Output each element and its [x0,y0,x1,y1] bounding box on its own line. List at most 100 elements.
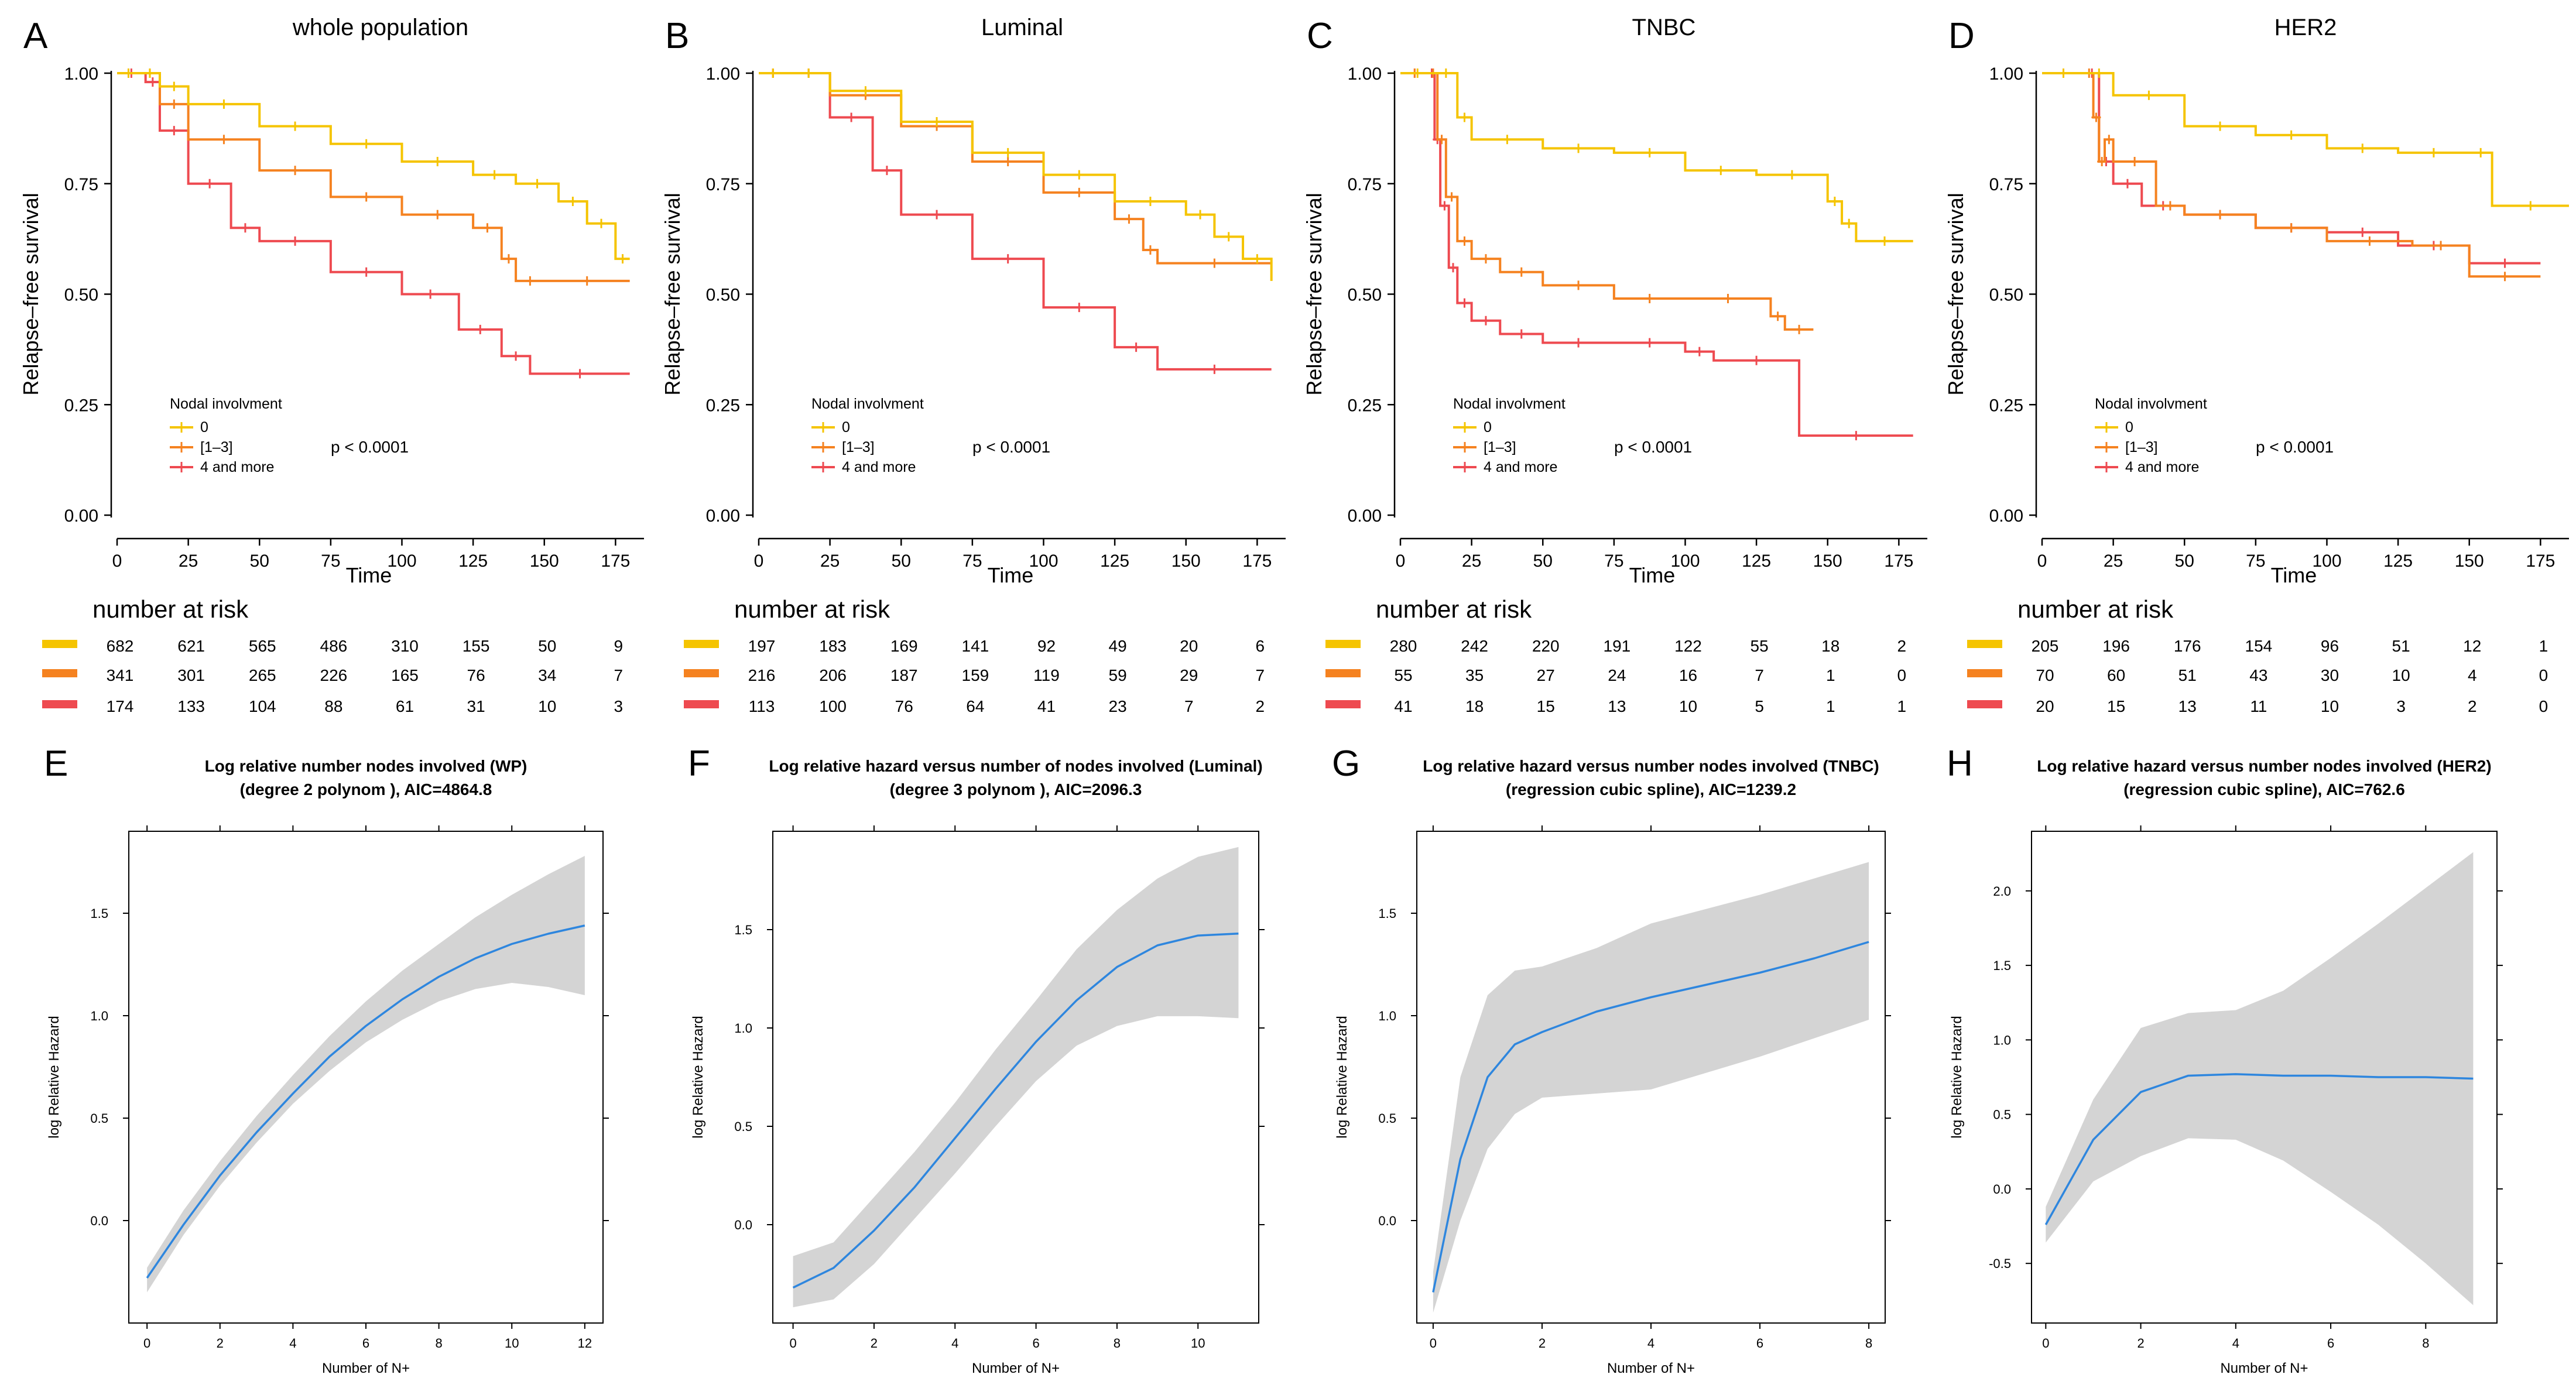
x-tick-label: 6 [1756,1336,1763,1351]
km-curve-1 [759,72,1272,265]
km-curve-1 [1400,72,1814,331]
y-tick-label: 0.5 [1993,1108,2011,1122]
x-tick-label: 50 [2175,551,2194,571]
censor-mark [361,139,371,149]
censor-mark [169,126,179,136]
risk-count: 92 [1037,637,1056,655]
km-curve-2 [1400,72,1913,437]
censor-mark [124,68,133,78]
censor-mark [290,236,300,246]
censor-mark [1224,232,1234,242]
y-tick-label: 1.5 [1378,906,1396,921]
x-tick-label: 150 [1171,551,1201,571]
censor-mark [1716,166,1726,176]
risk-count: 119 [1033,666,1060,684]
censor-mark [1773,311,1783,321]
plot-title: whole population [292,15,468,40]
censor-mark [240,223,250,233]
legend-label: [1–3] [200,439,233,455]
x-tick-label: 125 [1100,551,1129,571]
y-tick-label: 0.5 [734,1119,752,1134]
risk-count: 154 [2245,637,2273,655]
panel-label: A [23,16,48,56]
x-tick-label: 175 [1242,551,1272,571]
censor-mark [511,351,521,361]
panel-label: C [1307,16,1333,56]
x-tick-label: 6 [2327,1336,2334,1351]
y-tick-label: 0.25 [64,396,98,415]
censor-mark [433,157,443,166]
risk-count: 191 [1604,637,1631,655]
y-tick-label: 1.00 [1348,64,1382,84]
legend-label: 4 and more [2125,459,2199,475]
legend-label: [1–3] [2125,439,2158,455]
y-tick-label: 1.00 [706,64,740,84]
x-tick-label: 25 [179,551,198,571]
risk-count: 301 [177,666,205,684]
y-tick-label: 0.0 [734,1218,752,1232]
x-tick-label: 2 [2137,1336,2144,1351]
x-tick-label: 50 [1533,551,1553,571]
censor-mark [1787,170,1797,180]
risk-count: 3 [614,697,624,715]
x-tick-label: 150 [530,551,559,571]
panel-label: H [1947,743,1973,784]
plot-title: TNBC [1632,15,1696,40]
risk-count: 18 [1465,697,1484,715]
risk-count: 176 [2174,637,2201,655]
censor-mark [2097,157,2107,166]
risk-count: 174 [107,697,134,715]
risk-count: 55 [1751,637,1769,655]
risk-count: 27 [1537,666,1555,684]
censor-mark [2365,236,2375,246]
censor-mark [2358,227,2368,237]
censor-mark [597,218,607,228]
censor-mark [426,289,436,299]
risk-count: 220 [1532,637,1560,655]
risk-count: 7 [614,666,624,684]
risk-count: 10 [1679,697,1697,715]
risk-count: 486 [320,637,348,655]
risk-count: 13 [2178,697,2197,715]
censor-mark [2215,210,2225,220]
censor-mark [575,369,585,379]
fit-line [1432,941,1869,1293]
y-tick-label: 1.00 [64,64,98,84]
x-tick-label: 150 [2455,551,2484,571]
legend-label: 0 [1484,419,1492,436]
censor-mark [532,179,542,189]
x-tick-label: 4 [951,1336,958,1351]
censor-mark [1481,254,1491,264]
censor-mark [290,121,300,131]
censor-mark [618,254,628,264]
censor-mark [1516,267,1526,277]
y-tick-label: 0.5 [90,1111,108,1126]
risk-count: 1 [1826,666,1835,684]
km-curve-2 [759,72,1272,371]
censor-mark [489,170,499,180]
risk-count: 197 [748,637,776,655]
x-tick-label: 0 [1396,551,1406,571]
y-tick-label: 0.0 [1993,1182,2011,1197]
y-tick-label: 0.25 [1989,396,2023,415]
censor-mark [219,99,229,109]
censor-mark [1481,316,1491,325]
risk-count: 76 [467,666,485,684]
censor-mark [1723,294,1733,304]
risk-row-swatch [42,700,77,708]
risk-count: 187 [890,666,918,684]
risk-row-swatch [684,669,719,677]
risk-count: 88 [324,697,342,715]
censor-mark [2094,68,2104,78]
risk-row-swatch [1325,700,1361,708]
x-tick-label: 2 [1539,1336,1546,1351]
x-tick-label: 25 [820,551,840,571]
x-tick-label: 50 [892,551,911,571]
risk-count: 10 [2392,666,2410,684]
y-tick-label: 0.50 [706,286,740,305]
y-tick-label: 1.5 [90,906,108,921]
y-tick-label: 1.00 [1989,64,2023,84]
panel-label: G [1332,743,1360,784]
